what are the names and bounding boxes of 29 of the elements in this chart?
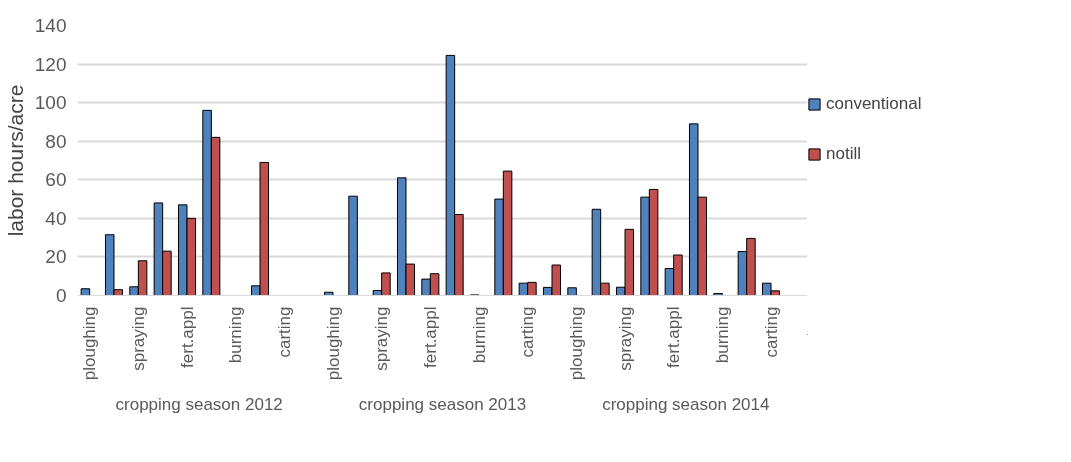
x-tick-label: burning: [712, 306, 732, 364]
x-tick-label: carting: [761, 306, 781, 358]
x-tick-label: ploughing: [566, 306, 586, 381]
text: cropping season 2013: [358, 394, 527, 414]
y-tick-label: 60: [45, 169, 67, 191]
x-tick-label: spraying: [128, 306, 148, 371]
x-tick-label: spraying: [615, 306, 635, 371]
y-tick-label: 140: [34, 15, 67, 36]
x-tick-label: fert.appl: [177, 306, 197, 368]
y-tick-label: 20: [45, 246, 67, 268]
x-tick-label: ploughing: [323, 306, 343, 381]
y-tick-label: 80: [45, 130, 67, 152]
x-tick-label: ploughing: [80, 306, 100, 381]
x-tick-label: carting: [518, 306, 538, 358]
x-tick-label: burning: [469, 306, 489, 364]
y-axis-title: labor hours/acre: [3, 84, 27, 237]
text: cropping season 2012: [115, 394, 283, 414]
y-tick-label: 0: [55, 285, 67, 306]
legend-label: notill: [826, 144, 861, 164]
x-tick-label: fert.appl: [420, 306, 440, 368]
x-tick-label: burning: [226, 306, 246, 364]
y-tick-label: 120: [34, 53, 67, 75]
x-tick-label: fert.appl: [664, 306, 684, 368]
y-tick-label: 100: [34, 92, 67, 114]
y-tick-label: 40: [45, 207, 67, 229]
legend-label: conventional: [826, 94, 922, 114]
text: cropping season 2014: [602, 394, 770, 414]
x-tick-label: spraying: [372, 306, 392, 371]
x-tick-label: carting: [274, 306, 294, 358]
